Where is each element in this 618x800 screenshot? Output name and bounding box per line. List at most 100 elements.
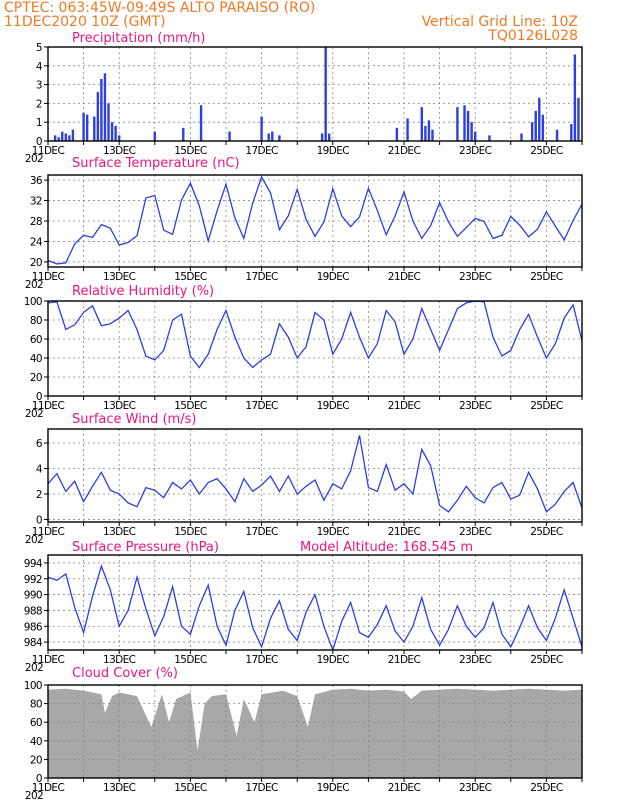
x-tick-label: 11DEC: [32, 654, 65, 666]
humidity-title: Relative Humidity (%): [72, 284, 214, 299]
y-tick-label: 3: [36, 80, 42, 92]
x-tick-label: 15DEC: [174, 145, 207, 157]
temp-series-line: [47, 175, 583, 265]
x-tick-label: 17DEC: [245, 271, 278, 283]
precipitation-bar: [541, 114, 545, 141]
y-tick-label: 20: [30, 372, 42, 384]
y-tick-label: 994: [24, 558, 43, 570]
x-tick-label: 19DEC: [317, 526, 350, 538]
x-tick-label: 21DEC: [388, 526, 421, 538]
x-tick-label: 19DEC: [317, 145, 350, 157]
x-tick-label: 11DEC: [32, 400, 65, 412]
precipitation-bar: [93, 116, 96, 141]
x-tick-label: 13DEC: [103, 271, 136, 283]
precipitation-bar: [570, 124, 573, 141]
humidity-panel: Relative Humidity (%) 0 20 40 60 80 100 11DEC 1…: [24, 284, 583, 420]
precipitation-bar: [182, 127, 185, 141]
year-label: 202: [25, 153, 43, 165]
x-tick-label: 13DEC: [103, 400, 136, 412]
x-tick-label: 17DEC: [245, 145, 278, 157]
precipitation-bar: [538, 97, 541, 141]
cloud-cover-panel: Cloud Cover (%) 0 20 40 60 80 100 11DEC 13DEC 15…: [24, 666, 583, 800]
plot-frame: [47, 46, 583, 142]
x-tick-label: 19DEC: [317, 782, 350, 794]
y-tick-label: 80: [30, 315, 42, 327]
x-tick-label: 17DEC: [245, 782, 278, 794]
precipitation-bar: [228, 131, 231, 141]
x-tick-label: 17DEC: [245, 654, 278, 666]
cloud-cover-area: [48, 688, 582, 778]
precipitation-bar: [107, 103, 110, 141]
precipitation-bar: [53, 135, 57, 141]
x-tick-label: 23DEC: [459, 400, 492, 412]
precipitation-bar: [267, 133, 270, 141]
y-tick-label: 0: [36, 514, 42, 526]
temperature-title: Surface Temperature (nC): [72, 156, 240, 171]
pressure-panel: Surface Pressure (hPa) Model Altitude: 1…: [24, 540, 583, 674]
x-tick-label: 23DEC: [459, 526, 492, 538]
temperature-panel: Surface Temperature (nC) 20 24 28 32 36 11DEC…: [25, 156, 583, 291]
precipitation-bar: [463, 105, 466, 141]
y-tick-label: 4: [36, 61, 43, 73]
x-tick-label: 19DEC: [317, 271, 350, 283]
y-tick-label: 20: [30, 257, 42, 269]
precipitation-title: Precipitation (mm/h): [72, 31, 205, 46]
x-tick-label: 13DEC: [103, 782, 136, 794]
precipitation-bar: [57, 137, 60, 141]
year-label: 202: [25, 790, 43, 800]
y-tick-label: 988: [24, 605, 42, 617]
y-tick-label: 60: [30, 717, 42, 729]
x-tick-label: 15DEC: [174, 526, 207, 538]
precipitation-bar: [85, 114, 89, 141]
precipitation-bar: [530, 122, 534, 141]
precipitation-bar: [573, 54, 577, 141]
x-tick-label: 25DEC: [530, 782, 563, 794]
x-tick-label: 11DEC: [32, 145, 65, 157]
x-tick-label: 25DEC: [530, 526, 563, 538]
precipitation-bar: [470, 122, 473, 141]
precipitation-bar: [61, 131, 64, 141]
x-tick-label: 11DEC: [32, 526, 65, 538]
plot-frame: [47, 300, 583, 397]
x-tick-label: 19DEC: [317, 654, 350, 666]
x-tick-label: 21DEC: [388, 145, 421, 157]
header-grid-note: Vertical Grid Line: 10Z: [422, 14, 578, 30]
y-tick-label: 40: [30, 736, 42, 748]
y-tick-label: 0: [36, 391, 42, 403]
precipitation-bar: [278, 135, 281, 141]
y-tick-label: 990: [24, 590, 42, 602]
wind-title: Surface Wind (m/s): [72, 412, 196, 427]
x-tick-label: 15DEC: [174, 271, 207, 283]
y-tick-label: 24: [30, 236, 43, 248]
precipitation-bar: [466, 110, 470, 141]
precipitation-bar: [118, 135, 121, 141]
y-tick-label: 36: [30, 175, 43, 187]
precipitation-bar: [103, 73, 107, 141]
y-tick-label: 4: [36, 463, 43, 475]
x-tick-label: 13DEC: [103, 526, 136, 538]
wind-series-line: [47, 435, 583, 513]
x-tick-label: 15DEC: [174, 654, 207, 666]
y-tick-label: 2: [36, 98, 42, 110]
rh-series-line: [47, 300, 583, 369]
precipitation-bar: [271, 131, 274, 141]
x-tick-label: 21DEC: [388, 400, 421, 412]
x-tick-label: 25DEC: [530, 271, 563, 283]
x-tick-label: 23DEC: [459, 271, 492, 283]
pressure-title: Surface Pressure (hPa): [72, 540, 219, 555]
precipitation-bar: [96, 92, 100, 141]
wind-panel: Surface Wind (m/s) 0 2 4 6 11DEC 13DEC 15DEC 17…: [25, 412, 583, 546]
x-tick-label: 23DEC: [459, 654, 492, 666]
y-tick-label: 40: [30, 353, 42, 365]
y-tick-label: 0: [36, 136, 42, 148]
y-tick-label: 5: [36, 42, 42, 54]
plot-frame: [47, 428, 583, 523]
precipitation-bar: [153, 131, 156, 141]
precipitation-bar: [577, 97, 580, 141]
y-tick-label: 80: [30, 699, 42, 711]
x-tick-label: 21DEC: [388, 654, 421, 666]
precipitation-bar: [100, 78, 103, 141]
precipitation-bar: [424, 125, 427, 141]
x-tick-label: 25DEC: [530, 145, 563, 157]
